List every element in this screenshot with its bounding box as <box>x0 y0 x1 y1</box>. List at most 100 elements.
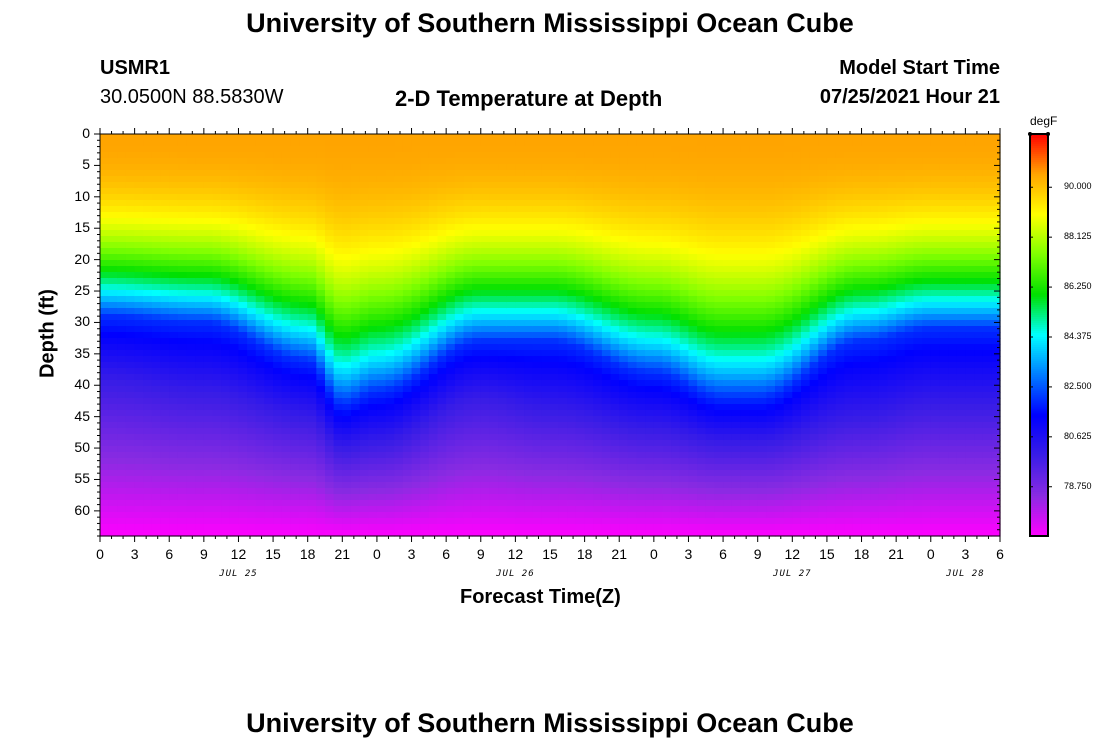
heatmap-cell <box>558 248 568 255</box>
heatmap-cell <box>489 272 499 279</box>
heatmap-cell <box>186 278 196 285</box>
heatmap-cell <box>489 398 499 405</box>
heatmap-cell <box>498 470 508 477</box>
heatmap-cell <box>368 146 378 153</box>
heatmap-cell <box>619 356 629 363</box>
heatmap-cell <box>350 470 361 477</box>
heatmap-cell <box>645 344 655 351</box>
heatmap-cell <box>645 404 655 411</box>
heatmap-cell <box>731 422 741 429</box>
heatmap-cell <box>697 344 707 351</box>
heatmap-cell <box>619 230 629 237</box>
heatmap-cell <box>203 488 214 495</box>
heatmap-cell <box>273 422 283 429</box>
heatmap-cell <box>567 236 577 243</box>
heatmap-cell <box>212 410 222 417</box>
heatmap-cell <box>195 332 205 339</box>
heatmap-cell <box>610 422 620 429</box>
heatmap-cell <box>359 386 369 393</box>
heatmap-cell <box>117 488 127 495</box>
heatmap-cell <box>480 290 491 297</box>
heatmap-cell <box>627 170 638 177</box>
heatmap-cell <box>420 236 430 243</box>
heatmap-cell <box>134 320 144 327</box>
heatmap-cell <box>376 458 387 465</box>
heatmap-cell <box>411 284 421 291</box>
heatmap-cell <box>679 278 690 285</box>
heatmap-cell <box>411 320 421 327</box>
heatmap-cell <box>221 404 231 411</box>
heatmap-cell <box>731 464 741 471</box>
heatmap-cell <box>671 446 681 453</box>
heatmap-cell <box>463 236 473 243</box>
heatmap-cell <box>480 332 491 339</box>
heatmap-cell <box>472 434 482 441</box>
heatmap-cell <box>169 326 179 333</box>
heatmap-cell <box>636 170 646 177</box>
heatmap-cell <box>100 518 110 525</box>
heatmap-cell <box>740 218 750 225</box>
heatmap-cell <box>437 530 447 537</box>
heatmap-cell <box>480 170 491 177</box>
heatmap-cell <box>177 206 188 213</box>
heatmap-cell <box>541 434 551 441</box>
heatmap-cell <box>515 242 525 249</box>
heatmap-cell <box>255 242 266 249</box>
heatmap-cell <box>653 296 664 303</box>
heatmap-cell <box>428 224 439 231</box>
heatmap-cell <box>714 194 724 201</box>
heatmap-cell <box>446 284 456 291</box>
heatmap-cell <box>636 284 646 291</box>
heatmap-cell <box>601 200 612 207</box>
heatmap-cell <box>307 416 317 423</box>
heatmap-cell <box>541 494 551 501</box>
heatmap-cell <box>498 314 508 321</box>
heatmap-cell <box>480 452 491 459</box>
heatmap-cell <box>108 422 118 429</box>
heatmap-cell <box>558 242 568 249</box>
heatmap-cell <box>368 164 378 171</box>
heatmap-cell <box>688 488 698 495</box>
heatmap-cell <box>627 470 638 477</box>
heatmap-cell <box>524 296 534 303</box>
heatmap-cell <box>506 368 516 375</box>
heatmap-cell <box>619 314 629 321</box>
heatmap-cell <box>524 356 534 363</box>
heatmap-cell <box>558 158 568 165</box>
heatmap-cell <box>160 494 170 501</box>
heatmap-cell <box>247 260 257 267</box>
heatmap-cell <box>627 218 638 225</box>
heatmap-cell <box>550 284 560 291</box>
heatmap-cell <box>567 458 577 465</box>
heatmap-cell <box>645 458 655 465</box>
heatmap-cell <box>567 248 577 255</box>
heatmap-cell <box>653 140 664 147</box>
heatmap-cell <box>601 386 612 393</box>
heatmap-cell <box>299 422 309 429</box>
heatmap-cell <box>627 530 638 537</box>
heatmap-cell <box>541 224 551 231</box>
heatmap-cell <box>350 428 361 435</box>
heatmap-cell <box>255 506 266 513</box>
heatmap-cell <box>489 434 499 441</box>
heatmap-cell <box>376 200 387 207</box>
heatmap-cell <box>368 458 378 465</box>
heatmap-cell <box>697 218 707 225</box>
heatmap-cell <box>316 440 326 447</box>
heatmap-cell <box>264 200 274 207</box>
heatmap-cell <box>515 200 525 207</box>
heatmap-cell <box>428 164 439 171</box>
heatmap-cell <box>359 212 369 219</box>
heatmap-cell <box>125 320 136 327</box>
heatmap-cell <box>731 428 741 435</box>
heatmap-cell <box>671 290 681 297</box>
heatmap-cell <box>584 254 594 261</box>
heatmap-cell <box>273 278 283 285</box>
heatmap-cell <box>316 494 326 501</box>
heatmap-cell <box>567 326 577 333</box>
heatmap-cell <box>359 440 369 447</box>
heatmap-cell <box>610 134 620 141</box>
heatmap-cell <box>610 500 620 507</box>
heatmap-cell <box>195 212 205 219</box>
heatmap-cell <box>731 500 741 507</box>
